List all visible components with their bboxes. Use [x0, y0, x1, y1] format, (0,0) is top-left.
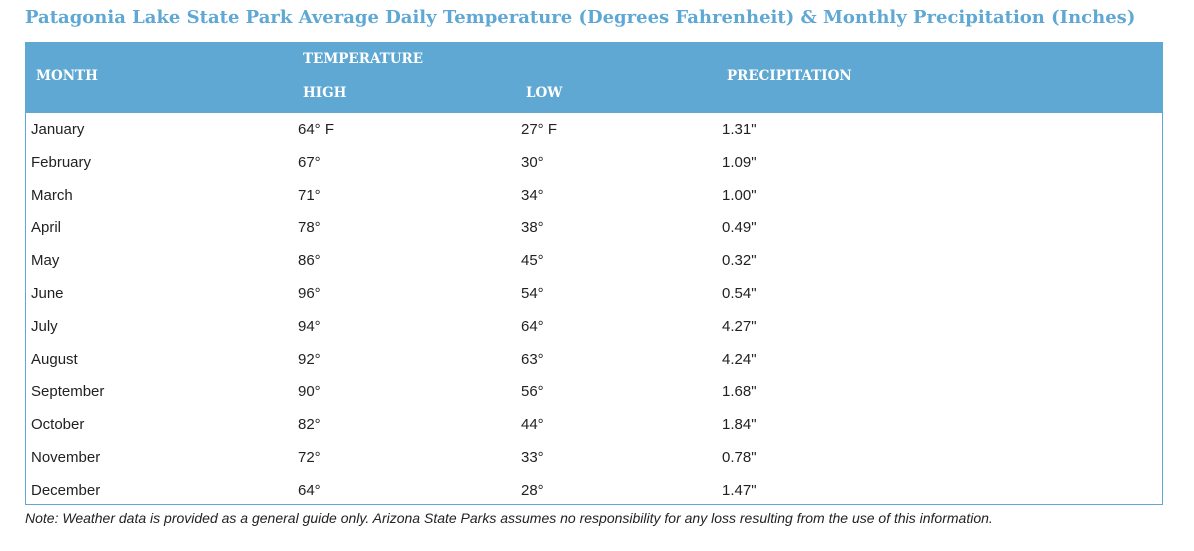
table-body: January 64° F 27° F 1.31" February 67° 3… [26, 113, 1162, 507]
cell-low: 45° [521, 252, 544, 270]
cell-precipitation: 1.68" [722, 383, 757, 401]
cell-precipitation: 0.78" [722, 448, 757, 466]
table-header: MONTH TEMPERATURE HIGH LOW PRECIPITATION [26, 43, 1162, 113]
cell-high: 90° [298, 383, 321, 401]
cell-month: December [31, 481, 101, 499]
climate-table: MONTH TEMPERATURE HIGH LOW PRECIPITATION… [25, 42, 1163, 505]
cell-low: 33° [521, 448, 544, 466]
cell-precipitation: 0.54" [722, 284, 757, 302]
table-row: February 67° 30° 1.09" [26, 146, 1162, 179]
cell-low: 34° [521, 186, 544, 204]
cell-precipitation: 1.09" [722, 153, 757, 171]
cell-low: 56° [521, 383, 544, 401]
cell-low: 54° [521, 284, 544, 302]
cell-low: 38° [521, 219, 544, 237]
cell-precipitation: 1.84" [722, 416, 757, 434]
cell-month: February [31, 153, 92, 171]
table-row: March 71° 34° 1.00" [26, 179, 1162, 212]
cell-precipitation: 1.31" [722, 121, 757, 138]
table-row: December 64° 28° 1.47" [26, 474, 1162, 507]
cell-high: 72° [298, 448, 321, 466]
cell-precipitation: 4.24" [722, 350, 757, 368]
cell-month: August [31, 350, 78, 368]
cell-high: 82° [298, 416, 321, 434]
cell-high: 71° [298, 186, 321, 204]
cell-month: June [31, 284, 64, 302]
table-row: June 96° 54° 0.54" [26, 277, 1162, 310]
table-row: November 72° 33° 0.78" [26, 441, 1162, 474]
cell-month: May [31, 252, 60, 270]
cell-low: 44° [521, 416, 544, 434]
cell-high: 92° [298, 350, 321, 368]
cell-high: 64° F [298, 121, 335, 138]
cell-month: March [31, 186, 73, 204]
table-row: April 78° 38° 0.49" [26, 211, 1162, 244]
cell-month: July [31, 317, 58, 335]
cell-low: 30° [521, 153, 544, 171]
cell-high: 78° [298, 219, 321, 237]
header-month: MONTH [36, 68, 98, 84]
cell-month: April [31, 219, 62, 237]
table-row: August 92° 63° 4.24" [26, 343, 1162, 376]
table-row: January 64° F 27° F 1.31" [26, 113, 1162, 146]
table-row: May 86° 45° 0.32" [26, 244, 1162, 277]
cell-month: September [31, 383, 105, 401]
cell-high: 67° [298, 153, 321, 171]
cell-low: 63° [521, 350, 544, 368]
cell-precipitation: 4.27" [722, 317, 757, 335]
disclaimer-note: Note: Weather data is provided as a gene… [25, 510, 993, 526]
cell-low: 27° F [521, 121, 558, 138]
cell-month: October [31, 416, 85, 434]
cell-high: 86° [298, 252, 321, 270]
cell-low: 64° [521, 317, 544, 335]
header-low: LOW [526, 85, 563, 101]
cell-low: 28° [521, 481, 544, 499]
table-row: September 90° 56° 1.68" [26, 375, 1162, 408]
table-row: July 94° 64° 4.27" [26, 310, 1162, 343]
cell-precipitation: 1.00" [722, 186, 757, 204]
page-title: Patagonia Lake State Park Average Daily … [25, 7, 1136, 28]
cell-month: January [31, 121, 85, 138]
header-precipitation: PRECIPITATION [727, 68, 852, 84]
cell-precipitation: 0.32" [722, 252, 757, 270]
cell-high: 96° [298, 284, 321, 302]
cell-precipitation: 1.47" [722, 481, 757, 499]
cell-month: November [31, 448, 101, 466]
cell-precipitation: 0.49" [722, 219, 757, 237]
table-row: October 82° 44° 1.84" [26, 408, 1162, 441]
cell-high: 64° [298, 481, 321, 499]
header-high: HIGH [303, 85, 347, 101]
header-temperature: TEMPERATURE [303, 51, 424, 67]
cell-high: 94° [298, 317, 321, 335]
